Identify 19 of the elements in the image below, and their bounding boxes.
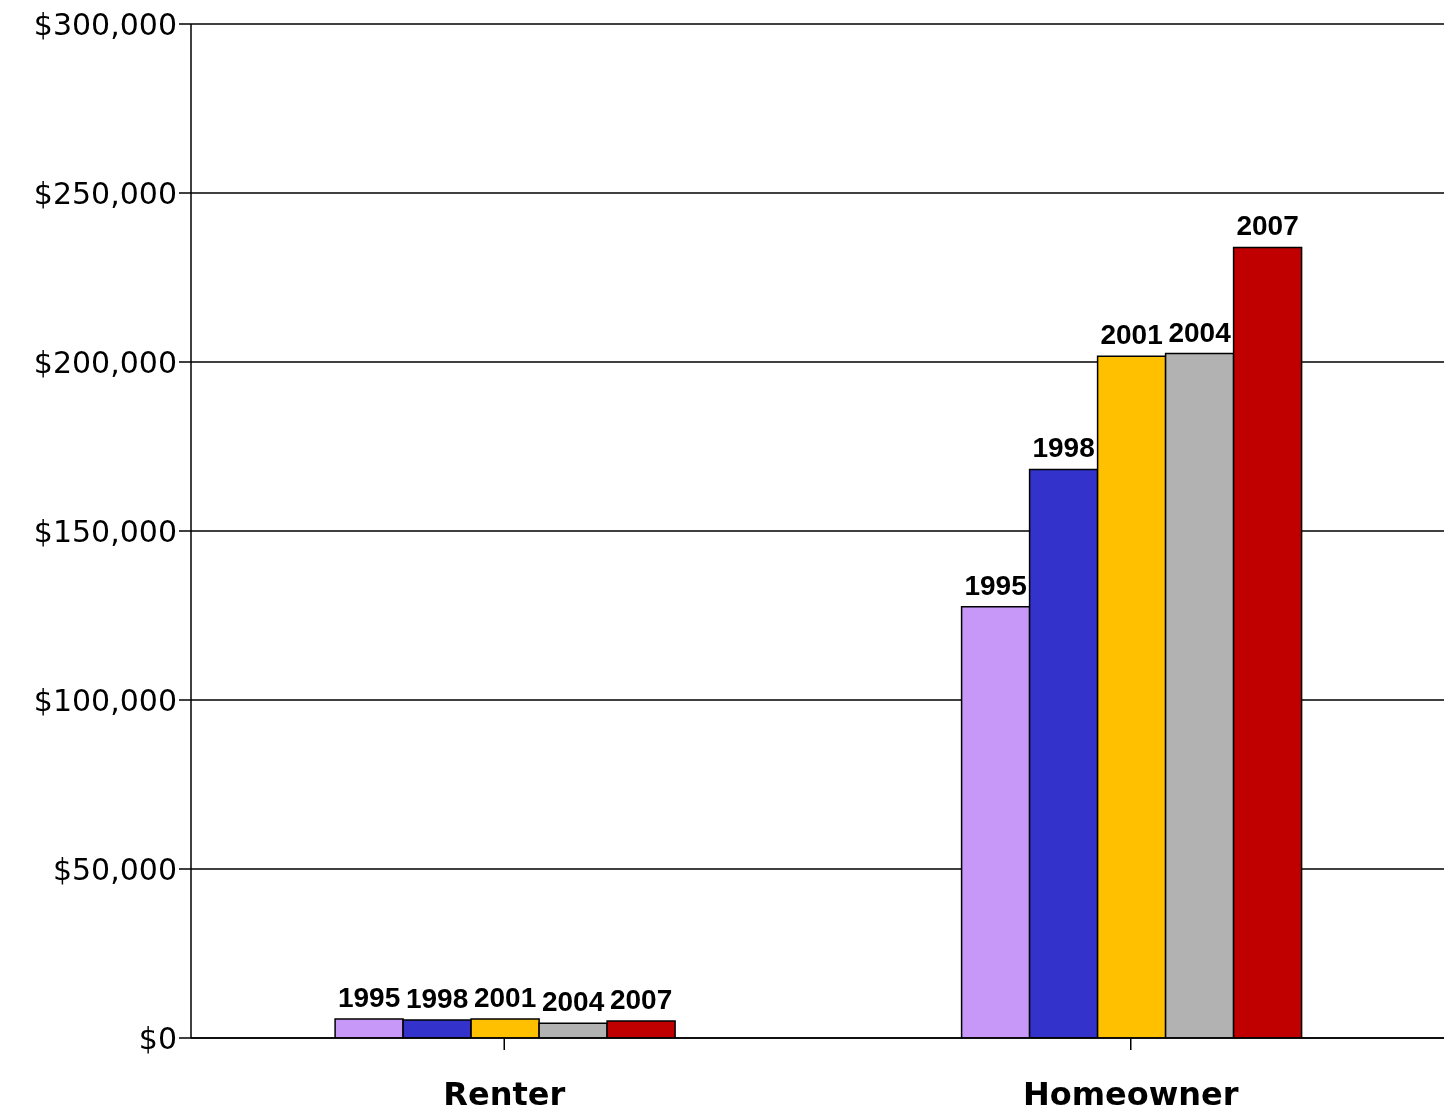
text: 2007 (1236, 210, 1299, 242)
series-label: 2007 (609, 984, 673, 1016)
text: 2001 (1100, 319, 1163, 351)
series-label: 1995 (337, 982, 401, 1014)
text: 2004 (1168, 316, 1231, 348)
text: 1998 (1032, 432, 1095, 464)
y-tick-label: $250,000 (33, 175, 177, 211)
y-tick-label: $50,000 (52, 851, 177, 887)
series-label: 2001 (473, 982, 537, 1014)
series-label: 2004 (541, 986, 605, 1018)
text: 1995 (964, 569, 1027, 601)
series-label: 1998 (405, 983, 469, 1015)
y-tick-label: $100,000 (33, 682, 177, 718)
y-tick-label: $0 (138, 1020, 177, 1056)
x-tick-label: Homeowner (1022, 1074, 1239, 1113)
x-tick-label: Renter (443, 1074, 566, 1113)
y-tick-label: $200,000 (33, 344, 177, 380)
y-tick-label: $150,000 (33, 513, 177, 549)
y-tick-label: $300,000 (33, 6, 177, 42)
